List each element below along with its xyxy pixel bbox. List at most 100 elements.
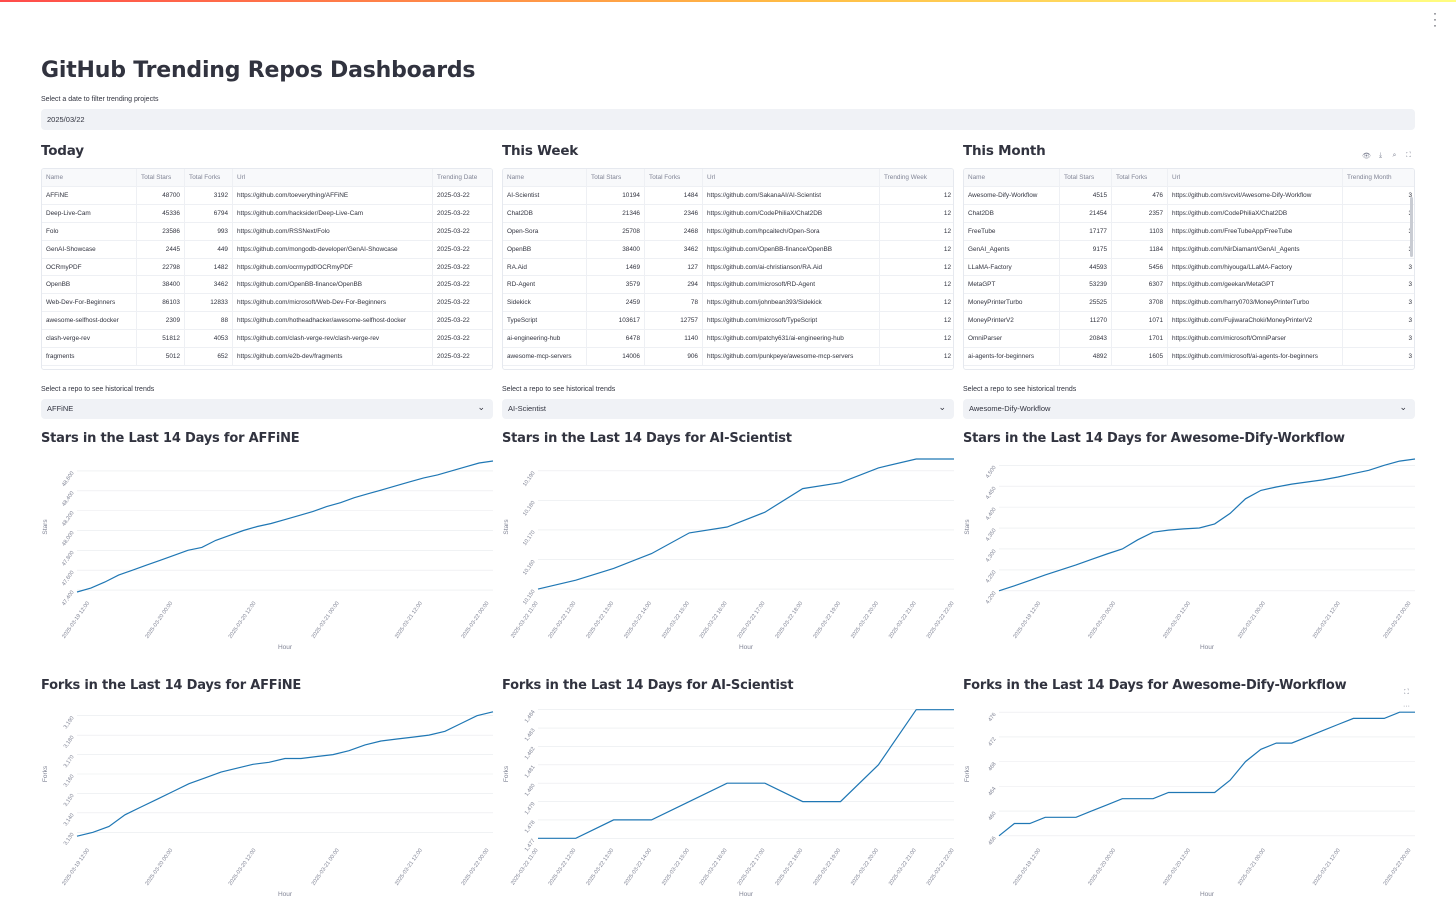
fullscreen-icon[interactable]: ⛶ <box>1406 152 1411 159</box>
table-cell[interactable]: 14006 <box>587 348 645 365</box>
table-cell[interactable]: 476 <box>1112 187 1168 204</box>
table-cell[interactable]: ai-agents-for-beginners <box>964 348 1060 365</box>
table-row[interactable]: GenAI_Agents 9175 1184 https://github.com/N… <box>964 240 1414 259</box>
table-cell[interactable]: 3 <box>1408 281 1412 289</box>
table-cell[interactable]: 3 <box>1408 353 1412 361</box>
chart-svg[interactable]: 3,130 3,140 3,150 3,160 3,170 3,180 3,190 2025-… <box>41 702 494 898</box>
table-cell[interactable]: 3 <box>1408 299 1412 307</box>
table-cell[interactable]: 2468 <box>645 222 703 240</box>
table-cell[interactable]: Deep-Live-Cam <box>42 204 137 222</box>
table-cell[interactable]: 2346 <box>645 204 703 222</box>
table-cell[interactable]: Folo <box>42 222 137 240</box>
table-cell[interactable]: 44593 <box>1060 258 1112 276</box>
column-header[interactable]: Total Stars <box>1060 169 1112 186</box>
table-row[interactable]: Chat2DB 21454 2357 https://github.com/CodeP… <box>964 204 1414 223</box>
table-row[interactable]: FreeTube 17177 1103 https://github.com/Free… <box>964 222 1414 241</box>
table-row[interactable]: AI-Scientist 10194 1484 https://github.com/… <box>503 187 953 205</box>
table-row[interactable]: MoneyPrinterTurbo 25525 3708 https://github… <box>964 294 1414 313</box>
table-cell[interactable]: 53239 <box>1060 276 1112 294</box>
chart-svg[interactable]: 10,15010,16010,17010,18010,1902025-03-22… <box>502 455 956 651</box>
table-row[interactable]: ai-engineering-hub 6478 1140 https://github… <box>503 330 953 349</box>
table-row[interactable]: OpenBB 38400 3462 https://github.com/OpenBB… <box>503 240 953 259</box>
table-cell[interactable]: https://github.com/OpenBB-finance/OpenBB <box>703 240 880 258</box>
table-cell[interactable]: FreeTube <box>964 222 1060 240</box>
series-line[interactable] <box>538 709 954 839</box>
table-cell[interactable]: https://github.com/SakanaAI/AI-Scientist <box>703 187 880 204</box>
download-icon[interactable]: ⤓ <box>1378 152 1383 159</box>
table-row[interactable]: Web-Dev-For-Beginners 86103 12833 https://g… <box>42 294 492 313</box>
column-header[interactable]: Url <box>233 169 433 186</box>
table-row[interactable]: OmniParser 20843 1701 https://github.com/mi… <box>964 330 1414 349</box>
table-cell[interactable]: 449 <box>185 240 233 258</box>
table-cell[interactable]: Sidekick <box>503 294 587 312</box>
table-cell[interactable]: https://github.com/hiyouga/LLaMA-Factory <box>1168 258 1343 276</box>
table-row[interactable]: GenAI-Showcase 2445 449 https://github.com/… <box>42 240 492 259</box>
table-cell[interactable]: 3 <box>1408 335 1412 343</box>
table-cell[interactable]: https://github.com/hpcaitech/Open-Sora <box>703 222 880 240</box>
column-header[interactable]: Trending Month <box>1347 174 1392 181</box>
table-cell[interactable]: 23586 <box>137 222 185 240</box>
series-line[interactable] <box>76 711 494 837</box>
table-cell[interactable]: 103617 <box>587 312 645 330</box>
line-chart[interactable]: 456 460 464 468 472 476 2025-03-19 12:00 2025-0… <box>963 702 1415 903</box>
table-cell[interactable]: 5456 <box>1112 258 1168 276</box>
fullscreen-icon[interactable]: ⛶ <box>1404 689 1409 696</box>
table-cell[interactable]: 38400 <box>587 240 645 258</box>
more-horizontal-icon[interactable]: ··· <box>1403 703 1410 710</box>
table-cell[interactable]: 12 <box>943 317 951 325</box>
table-cell[interactable]: 127 <box>645 258 703 276</box>
table-row[interactable]: Chat2DB 21346 2346 https://github.com/CodeP… <box>503 204 953 223</box>
table-cell[interactable]: fragments <box>42 348 137 365</box>
table-cell[interactable]: 1605 <box>1112 348 1168 365</box>
table-row[interactable]: Awesome-Dify-Workflow 4515 476 https://gith… <box>964 187 1414 205</box>
chart-svg[interactable]: 1,4771,4781,4791,4801,4811,4821,4831,484… <box>502 702 956 898</box>
table-cell[interactable]: 11270 <box>1060 312 1112 330</box>
chart-svg[interactable]: 456 460 464 468 472 476 2025-03-19 12:00 2025-0… <box>963 702 1415 898</box>
table-cell[interactable]: 6307 <box>1112 276 1168 294</box>
table-cell[interactable]: https://github.com/johnbean393/Sidekick <box>703 294 880 312</box>
table-cell[interactable]: awesome-mcp-servers <box>503 348 587 365</box>
table-cell[interactable]: https://github.com/OpenBB-finance/OpenBB <box>233 276 433 294</box>
table-row[interactable]: OCRmyPDF 22798 1482 https://github.com/ocrm… <box>42 258 492 277</box>
table-cell[interactable]: GenAI-Showcase <box>42 240 137 258</box>
table-row[interactable]: Folo 23586 993 https://github.com/RSSNext/F… <box>42 222 492 241</box>
series-line[interactable] <box>998 458 1416 592</box>
table-cell[interactable]: 51812 <box>137 330 185 348</box>
table-cell[interactable]: 4515 <box>1060 187 1112 204</box>
table-row[interactable]: MoneyPrinterV2 11270 1071 https://github.co… <box>964 312 1414 331</box>
table-cell[interactable]: 25525 <box>1060 294 1112 312</box>
table-cell[interactable]: https://github.com/e2b-dev/fragments <box>233 348 433 365</box>
table-cell[interactable]: 45336 <box>137 204 185 222</box>
table-row[interactable]: AFFiNE 48700 3192 https://github.com/toever… <box>42 187 492 205</box>
repo-select[interactable]: AI-Scientist ⌄ <box>502 399 954 419</box>
table-row[interactable]: clash-verge-rev 51812 4053 https://github.c… <box>42 330 492 349</box>
search-icon[interactable]: ⌕ <box>1392 152 1397 159</box>
table-cell[interactable]: https://github.com/punkpeye/awesome-mcp-… <box>703 348 880 365</box>
repo-select[interactable]: AFFiNE ⌄ <box>41 399 493 419</box>
table-row[interactable]: ai-agents-for-beginners 4892 1605 https://g… <box>964 348 1414 366</box>
table-cell[interactable]: OCRmyPDF <box>42 258 137 276</box>
table-cell[interactable]: 4053 <box>185 330 233 348</box>
table-row[interactable]: awesome-mcp-servers 14006 906 https://githu… <box>503 348 953 366</box>
date-input[interactable]: 2025/03/22 <box>41 109 1415 130</box>
table-cell[interactable]: 1071 <box>1112 312 1168 330</box>
table-row[interactable]: TypeScript 103617 12757 https://github.com/… <box>503 312 953 331</box>
table-row[interactable]: OpenBB 38400 3462 https://github.com/OpenBB… <box>42 276 492 295</box>
table-row[interactable]: awesome-selfhost-docker 2309 88 https://git… <box>42 312 492 331</box>
column-header[interactable]: Name <box>42 169 137 186</box>
column-header[interactable]: Total Stars <box>587 169 645 186</box>
table-cell[interactable]: 2025-03-22 <box>437 317 470 325</box>
column-header[interactable]: Trending Date <box>437 174 478 181</box>
line-chart[interactable]: 3,130 3,140 3,150 3,160 3,170 3,180 3,190 2025-… <box>41 702 494 903</box>
column-header[interactable]: Trending Week <box>884 174 927 181</box>
table-cell[interactable]: 3462 <box>645 240 703 258</box>
table-cell[interactable]: Chat2DB <box>964 204 1060 222</box>
table-cell[interactable]: https://github.com/ocrmypdf/OCRmyPDF <box>233 258 433 276</box>
table-cell[interactable]: https://github.com/geekan/MetaGPT <box>1168 276 1343 294</box>
table-cell[interactable]: 1184 <box>1112 240 1168 258</box>
table-cell[interactable]: https://github.com/CodePhiliaX/Chat2DB <box>703 204 880 222</box>
table-header-row[interactable]: Name Total Stars Total Forks Url Trending Mo… <box>964 169 1414 187</box>
table-cell[interactable]: OmniParser <box>964 330 1060 348</box>
table-cell[interactable]: 9175 <box>1060 240 1112 258</box>
table-cell[interactable]: OpenBB <box>42 276 137 294</box>
